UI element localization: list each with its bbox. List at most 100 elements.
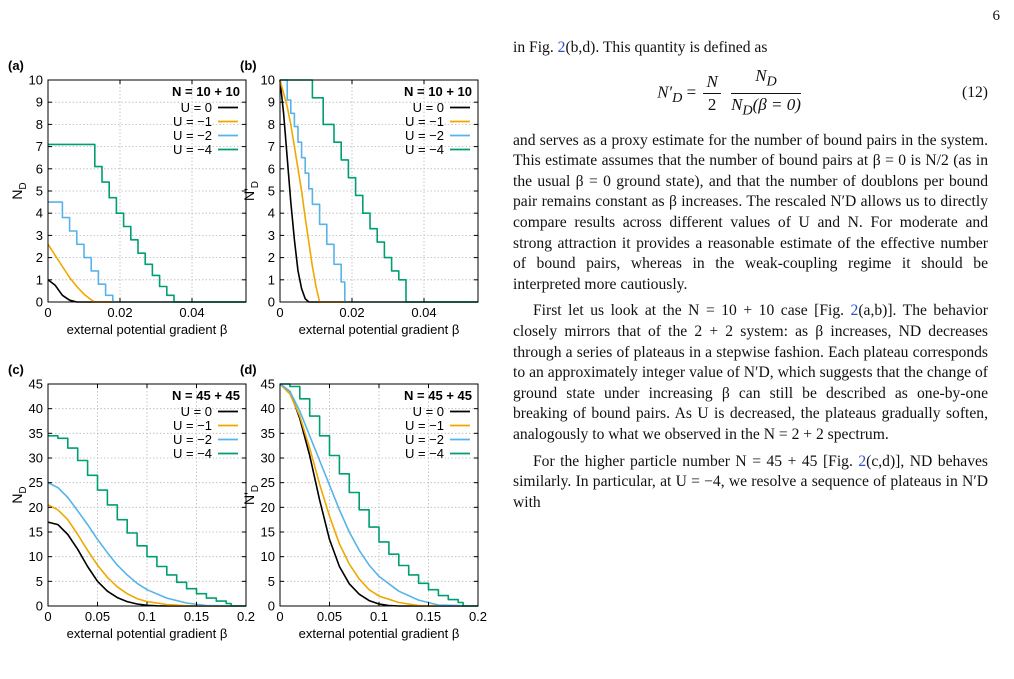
legend-label: U = −1 — [405, 114, 444, 129]
legend-label: U = −4 — [405, 446, 444, 461]
series-line-3 — [280, 79, 478, 303]
legend-label: U = −4 — [173, 446, 212, 461]
eq-frac2-num: N — [755, 66, 767, 86]
x-tick-label: 0 — [44, 305, 51, 320]
figure-panel-d: (d) 0 5 10 15 20 25 30 35 40 45 0 0.05 0.1 0.15 0.2 exte… — [232, 362, 492, 641]
y-tick-label: 15 — [29, 525, 43, 540]
y-tick-label: 9 — [268, 95, 275, 110]
x-tick-label: 0.05 — [317, 609, 342, 624]
x-axis-label: external potential gradient β — [299, 322, 460, 337]
x-tick-label: 0.1 — [138, 609, 156, 624]
x-tick-label: 0.05 — [85, 609, 110, 624]
y-tick-label: 7 — [268, 139, 275, 154]
eq-fraction-1: N 2 — [703, 72, 721, 116]
legend-label: U = −1 — [173, 418, 212, 433]
y-tick-label: 8 — [36, 117, 43, 132]
legend-label: U = 0 — [413, 100, 444, 115]
legend-label: U = −2 — [405, 432, 444, 447]
y-tick-label: 5 — [268, 574, 275, 589]
eq-lhs: N′ — [657, 82, 673, 102]
series-line-3 — [48, 435, 246, 607]
y-axis-label: ND — [9, 486, 29, 503]
series-line-3 — [280, 383, 478, 607]
legend-label: U = −4 — [405, 142, 444, 157]
chart-panel-d: (d) 0 5 10 15 20 25 30 35 40 45 0 0.05 0.1 0.15 0.2 exte… — [240, 362, 487, 641]
y-tick-label: 10 — [261, 549, 275, 564]
y-tick-label: 35 — [29, 426, 43, 441]
legend-label: U = −2 — [173, 432, 212, 447]
page-number: 6 — [992, 8, 1001, 24]
panel-label: (b) — [240, 58, 257, 73]
x-tick-label: 0.04 — [179, 305, 204, 320]
series-line-1 — [279, 383, 479, 607]
y-tick-label: 8 — [268, 117, 275, 132]
legend-label: U = 0 — [181, 404, 212, 419]
chart-panel-a: (a) 0 1 2 3 4 5 6 7 8 9 10 0 0.02 0.04 external potenti… — [8, 58, 247, 337]
legend-label: U = −1 — [405, 418, 444, 433]
y-tick-label: 2 — [36, 250, 43, 265]
series-line-2 — [48, 201, 246, 303]
y-tick-label: 6 — [268, 161, 275, 176]
y-tick-label: 15 — [261, 525, 275, 540]
series-line-0 — [47, 279, 246, 303]
intro-text-start: in Fig. — [513, 39, 558, 56]
y-tick-label: 1 — [36, 272, 43, 287]
y-axis-label: N'D — [241, 485, 261, 505]
y-tick-label: 45 — [29, 377, 43, 392]
x-tick-label: 0.02 — [339, 305, 364, 320]
legend-label: U = 0 — [413, 404, 444, 419]
series-line-0 — [279, 383, 478, 607]
eq-frac2-den: N — [731, 95, 743, 115]
x-tick-label: 0 — [276, 305, 283, 320]
y-tick-label: 0 — [268, 599, 275, 614]
eq-frac2-num-sub: D — [766, 73, 777, 90]
y-axis-label: ND — [9, 182, 29, 199]
x-tick-label: 0 — [44, 609, 51, 624]
x-tick-label: 0.1 — [370, 609, 388, 624]
y-tick-label: 25 — [261, 475, 275, 490]
panel-label: (c) — [8, 362, 24, 377]
figure-panel-c: (c) 0 5 10 15 20 25 30 35 40 45 0 0.05 0.1 0.15 0.2 exte… — [0, 362, 260, 641]
figure-reference-link[interactable]: 2 — [850, 302, 859, 320]
y-tick-label: 3 — [268, 228, 275, 243]
y-tick-label: 10 — [29, 73, 43, 88]
eq-frac1-den: 2 — [707, 95, 717, 115]
text-column: in Fig. 2(b,d). This quantity is defined… — [513, 38, 988, 513]
eq-frac1-num: N — [703, 72, 721, 95]
para2-end: (a,b)]. The behavior closely mirrors tha… — [513, 302, 988, 443]
x-tick-label: 0.02 — [107, 305, 132, 320]
y-tick-label: 7 — [36, 139, 43, 154]
chart-panel-c: (c) 0 5 10 15 20 25 30 35 40 45 0 0.05 0.1 0.15 0.2 exte… — [8, 362, 255, 641]
y-tick-label: 45 — [261, 377, 275, 392]
series-line-2 — [47, 481, 247, 607]
y-tick-label: 10 — [29, 549, 43, 564]
intro-text-end: (b,d). This quantity is defined as — [565, 39, 768, 56]
series-line-1 — [47, 243, 246, 303]
y-tick-label: 2 — [268, 250, 275, 265]
eq-lhs-sub: D — [672, 89, 683, 106]
panel-label: (a) — [8, 58, 24, 73]
chart-annotation: N = 10 + 10 — [404, 84, 472, 99]
chart-annotation: N = 45 + 45 — [404, 388, 472, 403]
y-tick-label: 1 — [268, 272, 275, 287]
y-tick-label: 10 — [261, 73, 275, 88]
intro-line: in Fig. 2(b,d). This quantity is defined… — [513, 38, 988, 59]
x-tick-label: 0.15 — [184, 609, 209, 624]
legend-label: U = 0 — [181, 100, 212, 115]
x-tick-label: 0.2 — [237, 609, 255, 624]
series-line-3 — [48, 143, 246, 303]
x-axis-label: external potential gradient β — [67, 626, 228, 641]
chart-annotation: N = 10 + 10 — [172, 84, 240, 99]
figure-reference-link[interactable]: 2 — [858, 452, 867, 470]
figure-reference-link[interactable]: 2 — [557, 39, 566, 56]
equation-number: (12) — [962, 84, 988, 102]
x-tick-label: 0.2 — [469, 609, 487, 624]
y-tick-label: 30 — [29, 451, 43, 466]
y-tick-label: 0 — [36, 599, 43, 614]
y-tick-label: 5 — [36, 574, 43, 589]
para3-end: (c,d)], ND behaves similarly. In particu… — [513, 452, 988, 511]
eq-frac2-den-arg: (β = 0) — [752, 95, 801, 115]
series-line-1 — [47, 504, 247, 607]
x-tick-label: 0.15 — [416, 609, 441, 624]
x-axis-label: external potential gradient β — [299, 626, 460, 641]
